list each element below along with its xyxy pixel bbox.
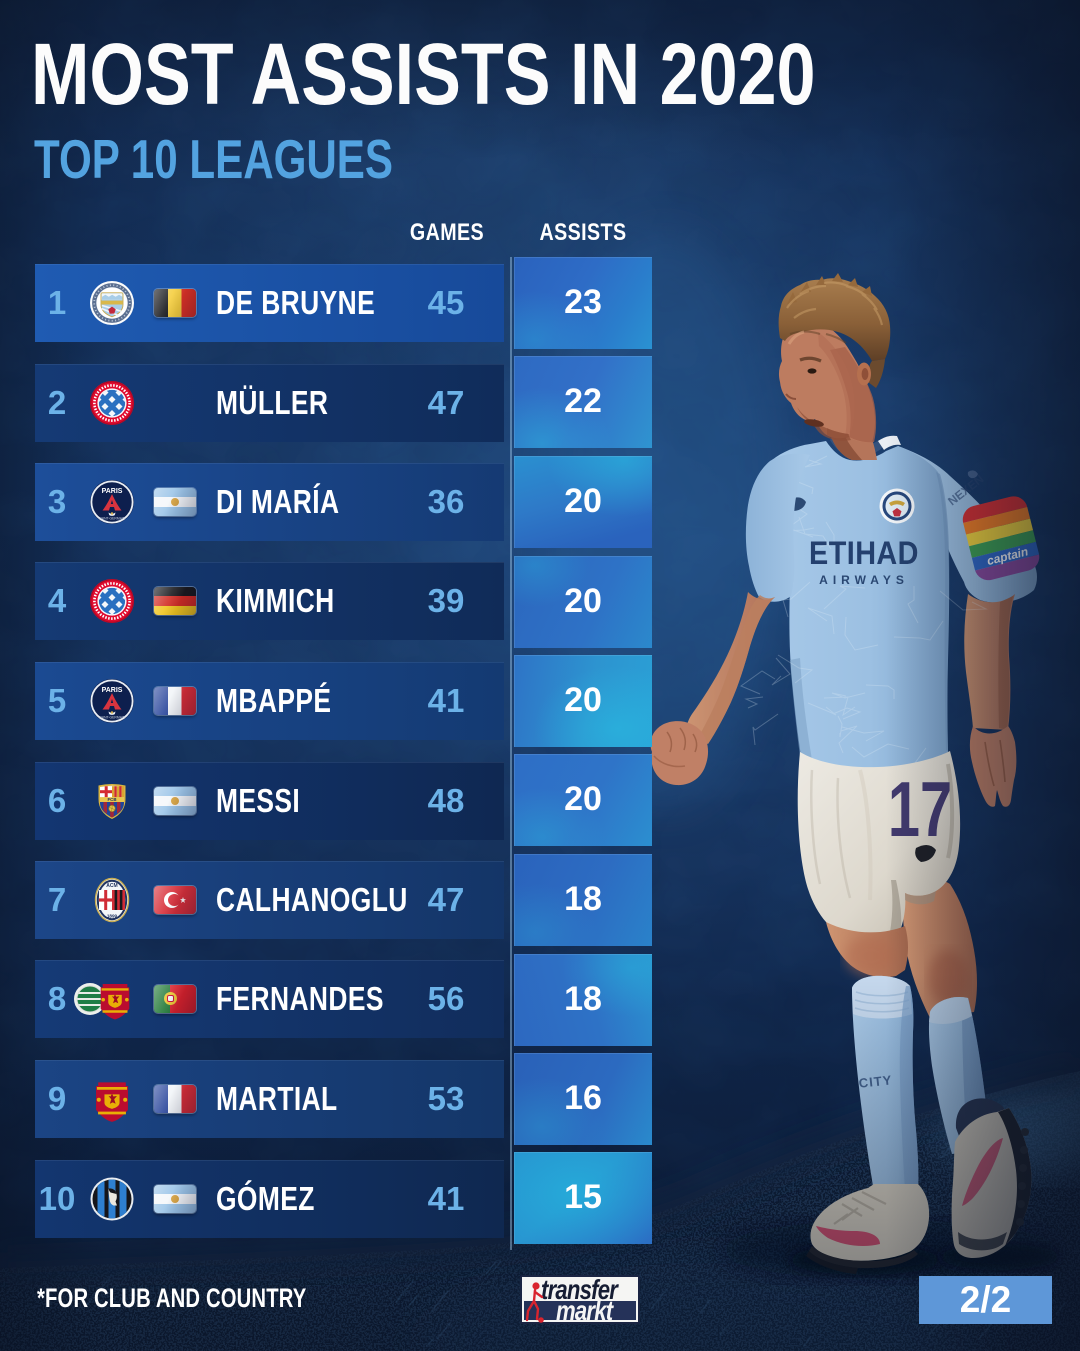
svg-text:17: 17 xyxy=(888,766,952,854)
svg-text:ETIHAD: ETIHAD xyxy=(809,536,919,572)
svg-text:1899: 1899 xyxy=(107,913,118,918)
svg-text:PARIS: PARIS xyxy=(102,687,123,694)
svg-text:SAINT-GERMAIN: SAINT-GERMAIN xyxy=(99,517,126,521)
svg-text:FCB: FCB xyxy=(107,797,116,802)
svg-text:PARIS: PARIS xyxy=(102,488,123,495)
svg-text:SAINT-GERMAIN: SAINT-GERMAIN xyxy=(99,716,126,720)
svg-text:ACM: ACM xyxy=(106,883,117,889)
svg-text:AIRWAYS: AIRWAYS xyxy=(819,573,909,587)
